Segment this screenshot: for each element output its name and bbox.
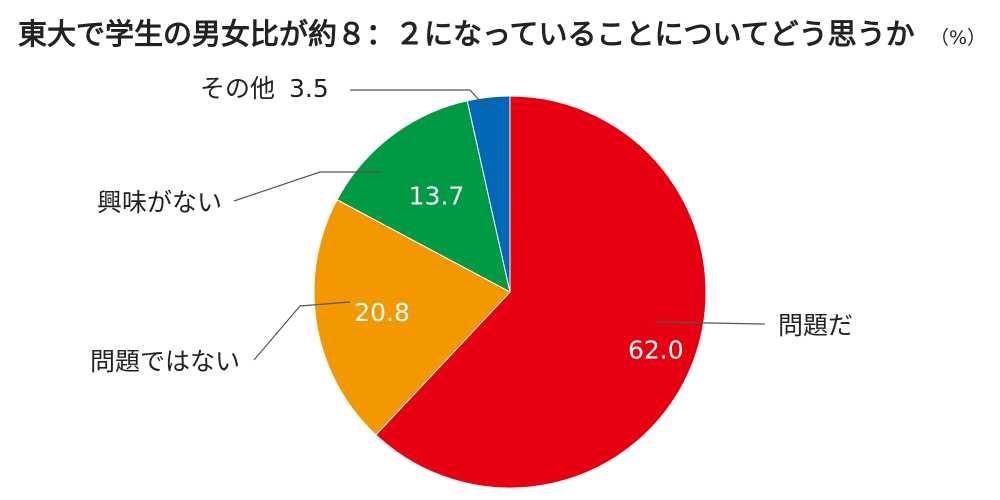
pie-slices — [313, 95, 707, 489]
pie-slice-0 — [375, 95, 707, 489]
chart-unit: （%） — [930, 27, 986, 49]
pie-slice-3 — [466, 95, 511, 293]
value-label-0: 62.0 — [628, 336, 684, 365]
pie-labels: 問題だ 62.0 問題ではない 20.8 興味がない 13.7 その他 3.5 — [90, 74, 853, 376]
leader-line-0 — [654, 321, 766, 325]
category-label-1: 問題ではない — [90, 347, 240, 376]
value-label-2: 13.7 — [409, 181, 465, 210]
leader-line-3 — [350, 89, 489, 111]
pie-slice-1 — [313, 199, 511, 436]
leader-line-1 — [253, 301, 351, 361]
value-label-1: 20.8 — [354, 298, 410, 327]
chart-title: 東大で学生の男女比が約８：２になっていることについてどう思うか — [18, 17, 915, 51]
leader-lines — [233, 89, 766, 361]
category-label-3: その他 — [200, 74, 275, 103]
pie-slice-2 — [336, 100, 511, 293]
value-label-3: 3.5 — [289, 74, 329, 103]
category-label-0: 問題だ — [778, 311, 853, 340]
category-label-2: 興味がない — [97, 188, 222, 217]
leader-line-2 — [233, 171, 381, 202]
